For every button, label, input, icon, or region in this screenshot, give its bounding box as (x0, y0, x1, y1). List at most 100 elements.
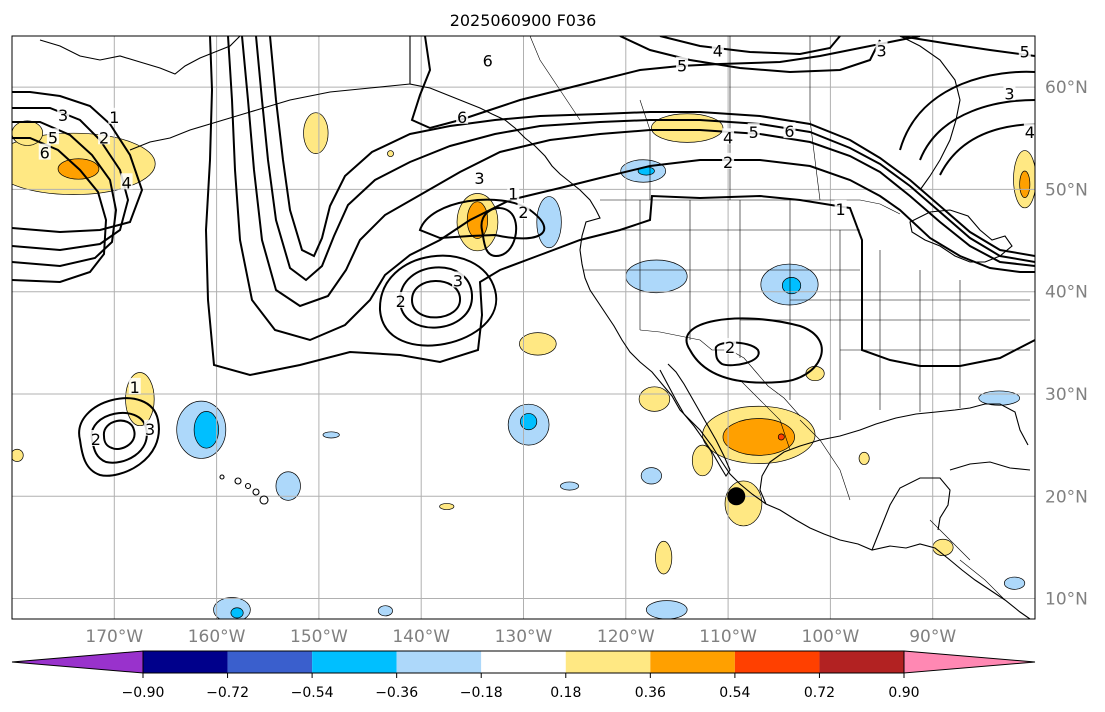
contour-label: 1 (109, 108, 119, 127)
anomaly-region (275, 471, 301, 501)
contour-label-bg (711, 41, 724, 58)
contour-label: 1 (508, 185, 518, 204)
longitude-labels: 170°W 160°W 150°W 140°W 130°W 120°W 110°W 100°W… (85, 627, 956, 647)
contour-line (12, 91, 144, 234)
contour-line (410, 36, 921, 130)
longitude-label: 150°W (290, 627, 348, 647)
location-marker-layer (727, 487, 746, 506)
contour-line (378, 254, 498, 347)
colorbar-tick-label: −0.90 (122, 685, 165, 701)
contour-label: 1 (130, 378, 140, 397)
contour-label-bg (89, 430, 102, 447)
colorbar-extend-low (11, 650, 144, 674)
longitude-label: 90°W (909, 627, 956, 647)
political-borders (409, 36, 1030, 601)
location-marker (727, 487, 746, 506)
anomaly-region (519, 332, 557, 356)
contour-label: 2 (725, 338, 735, 357)
contour-line (90, 412, 148, 464)
colorbar-segment (819, 651, 904, 673)
contour-line (255, 36, 1035, 282)
contour-line (204, 36, 1035, 377)
colorbar-tick-label: 0.90 (888, 685, 919, 701)
colorbar-segment (312, 651, 397, 673)
colorbar-tick-label: −0.72 (206, 685, 249, 701)
colorbar-tick-label: 0.18 (550, 685, 581, 701)
contour-label-bg (1018, 42, 1031, 59)
contour-label-bg (481, 51, 494, 68)
anomaly-region (559, 481, 580, 491)
longitude-label: 170°W (85, 627, 143, 647)
anomaly-region (651, 113, 724, 143)
contour-label: 5 (1020, 42, 1030, 61)
longitude-label: 110°W (699, 627, 757, 647)
latitude-label: 10°N (1045, 590, 1088, 610)
anomaly-region (1003, 576, 1026, 590)
contour-label: 6 (40, 144, 50, 163)
colorbar-extend-high (903, 650, 1036, 674)
anomaly-region (722, 418, 795, 456)
contour-label-bg (456, 107, 469, 124)
anomaly-region (691, 444, 714, 477)
contour-label: 3 (145, 420, 155, 439)
contour-line (418, 198, 546, 240)
contour-label: 4 (121, 173, 131, 192)
contour-label-bg (1003, 84, 1016, 101)
longitude-label: 160°W (188, 627, 246, 647)
contour-label-bg (875, 41, 888, 58)
gulf-coastline (759, 403, 1029, 505)
anomaly-region (777, 433, 785, 441)
colorbar-segment (227, 651, 313, 673)
contour-label: 2 (518, 203, 528, 222)
contour-label-bg (452, 271, 465, 288)
contour-label: 1 (836, 200, 846, 219)
colorbar-segment (734, 651, 820, 673)
contour-line (619, 36, 881, 74)
contour-label-bg (120, 173, 133, 190)
anomaly-region (377, 605, 393, 617)
contour-label: 6 (784, 122, 794, 141)
colorbar-segment (481, 651, 566, 673)
anomaly-region (12, 448, 24, 462)
anomaly-region (536, 196, 562, 249)
north-america-coastline (409, 36, 1031, 619)
latitude-labels: 10°N 20°N 30°N 40°N 50°N 60°N (1045, 78, 1088, 609)
anomaly-region (193, 411, 219, 449)
contour-line (78, 397, 160, 477)
contour-line (659, 36, 841, 56)
anomaly-region (303, 112, 329, 154)
contour-line (398, 266, 474, 329)
aleutian-coastline (129, 83, 411, 151)
colorbar-tick-label: −0.36 (375, 685, 418, 701)
contour-label-bg (98, 128, 111, 145)
latitude-label: 40°N (1045, 283, 1088, 303)
contour-line (919, 99, 1035, 161)
contour-label: 3 (58, 106, 68, 125)
colorbar-segment (565, 651, 651, 673)
contour-line (480, 207, 518, 258)
contour-label: 2 (396, 292, 406, 311)
anomaly-region (724, 480, 763, 527)
contour-label-bg (517, 202, 530, 219)
contour-line (899, 70, 1035, 151)
contour-label-bg (394, 291, 407, 308)
yucatan-coastline (871, 477, 951, 551)
contour-label: 4 (1025, 123, 1035, 142)
contour-label: 3 (474, 169, 484, 188)
contour-line (227, 36, 1035, 342)
contour-label-bg (783, 122, 796, 139)
contour-line (410, 280, 462, 319)
contour-label: 4 (723, 128, 733, 147)
contour-label-bg (722, 152, 735, 169)
contour-label: 4 (713, 41, 723, 60)
bering-coastline (39, 36, 241, 75)
figure-title: 2025060900 F036 (450, 11, 597, 30)
colorbar-tick-label: 0.54 (719, 685, 750, 701)
longitude-label: 130°W (495, 627, 553, 647)
contour-label: 6 (483, 52, 493, 71)
anomaly-region (1019, 170, 1031, 198)
hudson-bay-coastline (899, 36, 961, 191)
anomaly-region (387, 150, 394, 158)
anomaly-shading-layer (12, 112, 1035, 619)
contour-label: 2 (723, 153, 733, 172)
